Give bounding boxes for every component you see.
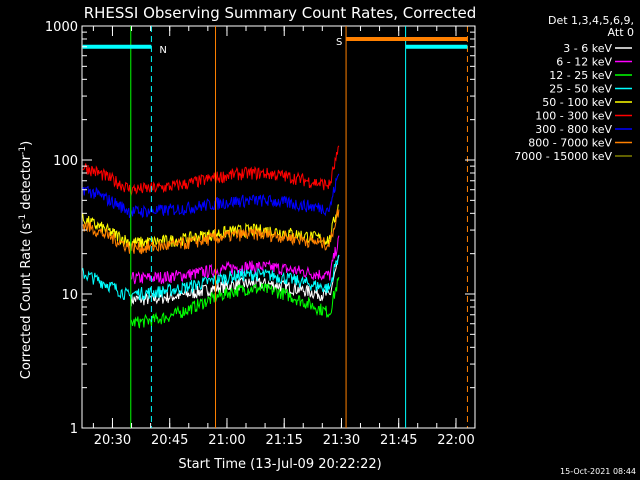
x-tick-label: 22:00: [437, 433, 474, 448]
series-line-3: [82, 254, 340, 302]
legend-label: 3 - 6 keV: [563, 42, 612, 55]
series-line-5: [82, 145, 340, 197]
legend-label: 12 - 25 keV: [549, 69, 612, 82]
chart-title: RHESSI Observing Summary Count Rates, Co…: [84, 4, 477, 22]
y-axis-label-main: Corrected Count Rate (s: [19, 223, 34, 380]
y-tick-label: 1000: [45, 20, 78, 35]
series-line-2: [130, 276, 340, 329]
legend-header-2: Att 0: [608, 26, 634, 39]
legend-label: 100 - 300 keV: [535, 110, 612, 123]
legend-label: 800 - 7000 keV: [528, 137, 612, 150]
y-tick-label: 100: [53, 154, 78, 169]
x-tick-label: 21:00: [208, 433, 245, 448]
axis-layer: 1 10 100 1000 20:30 20:45 21:00 21:15 21:30 21:45…: [45, 20, 476, 448]
y-axis-label-exp2: -1: [18, 146, 28, 155]
legend-label: 50 - 100 keV: [542, 96, 612, 109]
x-axis-label: Start Time (13-Jul-09 20:22:22): [178, 457, 381, 472]
y-axis-label-exp1: -1: [18, 214, 28, 223]
y-axis-label: Corrected Count Rate (s-1 detector-1): [18, 141, 34, 379]
y-tick-label: 1: [70, 422, 78, 437]
x-tick-label: 21:30: [323, 433, 360, 448]
series-line-6: [82, 173, 340, 219]
x-tick-label: 21:45: [380, 433, 417, 448]
x-tick-label: 20:30: [94, 433, 131, 448]
legend-label: 300 - 800 keV: [535, 123, 612, 136]
x-tick-label: 21:15: [265, 433, 302, 448]
x-tick-label: 20:45: [151, 433, 188, 448]
y-axis-label-end: ): [19, 141, 34, 146]
series-line-4: [82, 204, 340, 249]
flag-label: S: [336, 37, 342, 48]
y-tick-label: 10: [61, 288, 78, 303]
footer-timestamp: 15-Oct-2021 08:44: [560, 467, 636, 476]
y-axis-label-mid: detector: [19, 154, 34, 214]
data-layer: [82, 26, 468, 428]
plot-frame: [81, 25, 476, 429]
flag-label: N: [159, 45, 166, 56]
legend-label: 7000 - 15000 keV: [514, 150, 612, 163]
series-line-1: [130, 235, 340, 285]
series-line-7: [82, 209, 340, 255]
legend-label: 25 - 50 keV: [549, 83, 612, 96]
legend-header-1: Det 1,3,4,5,6,9,: [548, 14, 634, 27]
flag-layer: NS: [82, 36, 468, 56]
legend-label: 6 - 12 keV: [556, 56, 612, 69]
plot-border: [81, 25, 476, 429]
